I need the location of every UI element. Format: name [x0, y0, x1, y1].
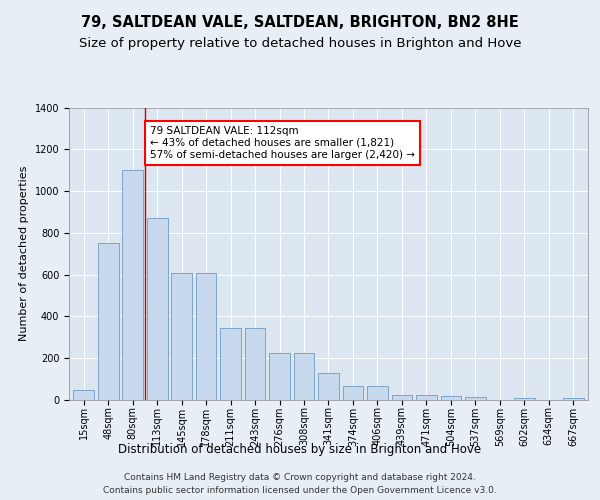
Bar	[392, 395, 412, 400]
Bar	[318, 373, 339, 400]
Bar	[147, 218, 167, 400]
Bar	[563, 398, 584, 400]
Bar	[220, 328, 241, 400]
Text: 79 SALTDEAN VALE: 112sqm
← 43% of detached houses are smaller (1,821)
57% of sem: 79 SALTDEAN VALE: 112sqm ← 43% of detach…	[150, 126, 415, 160]
Bar	[465, 397, 486, 400]
Bar	[416, 395, 437, 400]
Text: Size of property relative to detached houses in Brighton and Hove: Size of property relative to detached ho…	[79, 38, 521, 51]
Bar	[367, 386, 388, 400]
Bar	[122, 170, 143, 400]
Bar	[514, 398, 535, 400]
Bar	[196, 272, 217, 400]
Bar	[73, 390, 94, 400]
Bar	[293, 353, 314, 400]
Bar	[343, 386, 364, 400]
Bar	[171, 272, 192, 400]
Bar	[269, 353, 290, 400]
Text: Contains HM Land Registry data © Crown copyright and database right 2024.
Contai: Contains HM Land Registry data © Crown c…	[103, 474, 497, 495]
Bar	[440, 396, 461, 400]
Y-axis label: Number of detached properties: Number of detached properties	[19, 166, 29, 342]
Bar	[245, 328, 265, 400]
Text: 79, SALTDEAN VALE, SALTDEAN, BRIGHTON, BN2 8HE: 79, SALTDEAN VALE, SALTDEAN, BRIGHTON, B…	[81, 15, 519, 30]
Text: Distribution of detached houses by size in Brighton and Hove: Distribution of detached houses by size …	[118, 442, 482, 456]
Bar	[98, 244, 119, 400]
